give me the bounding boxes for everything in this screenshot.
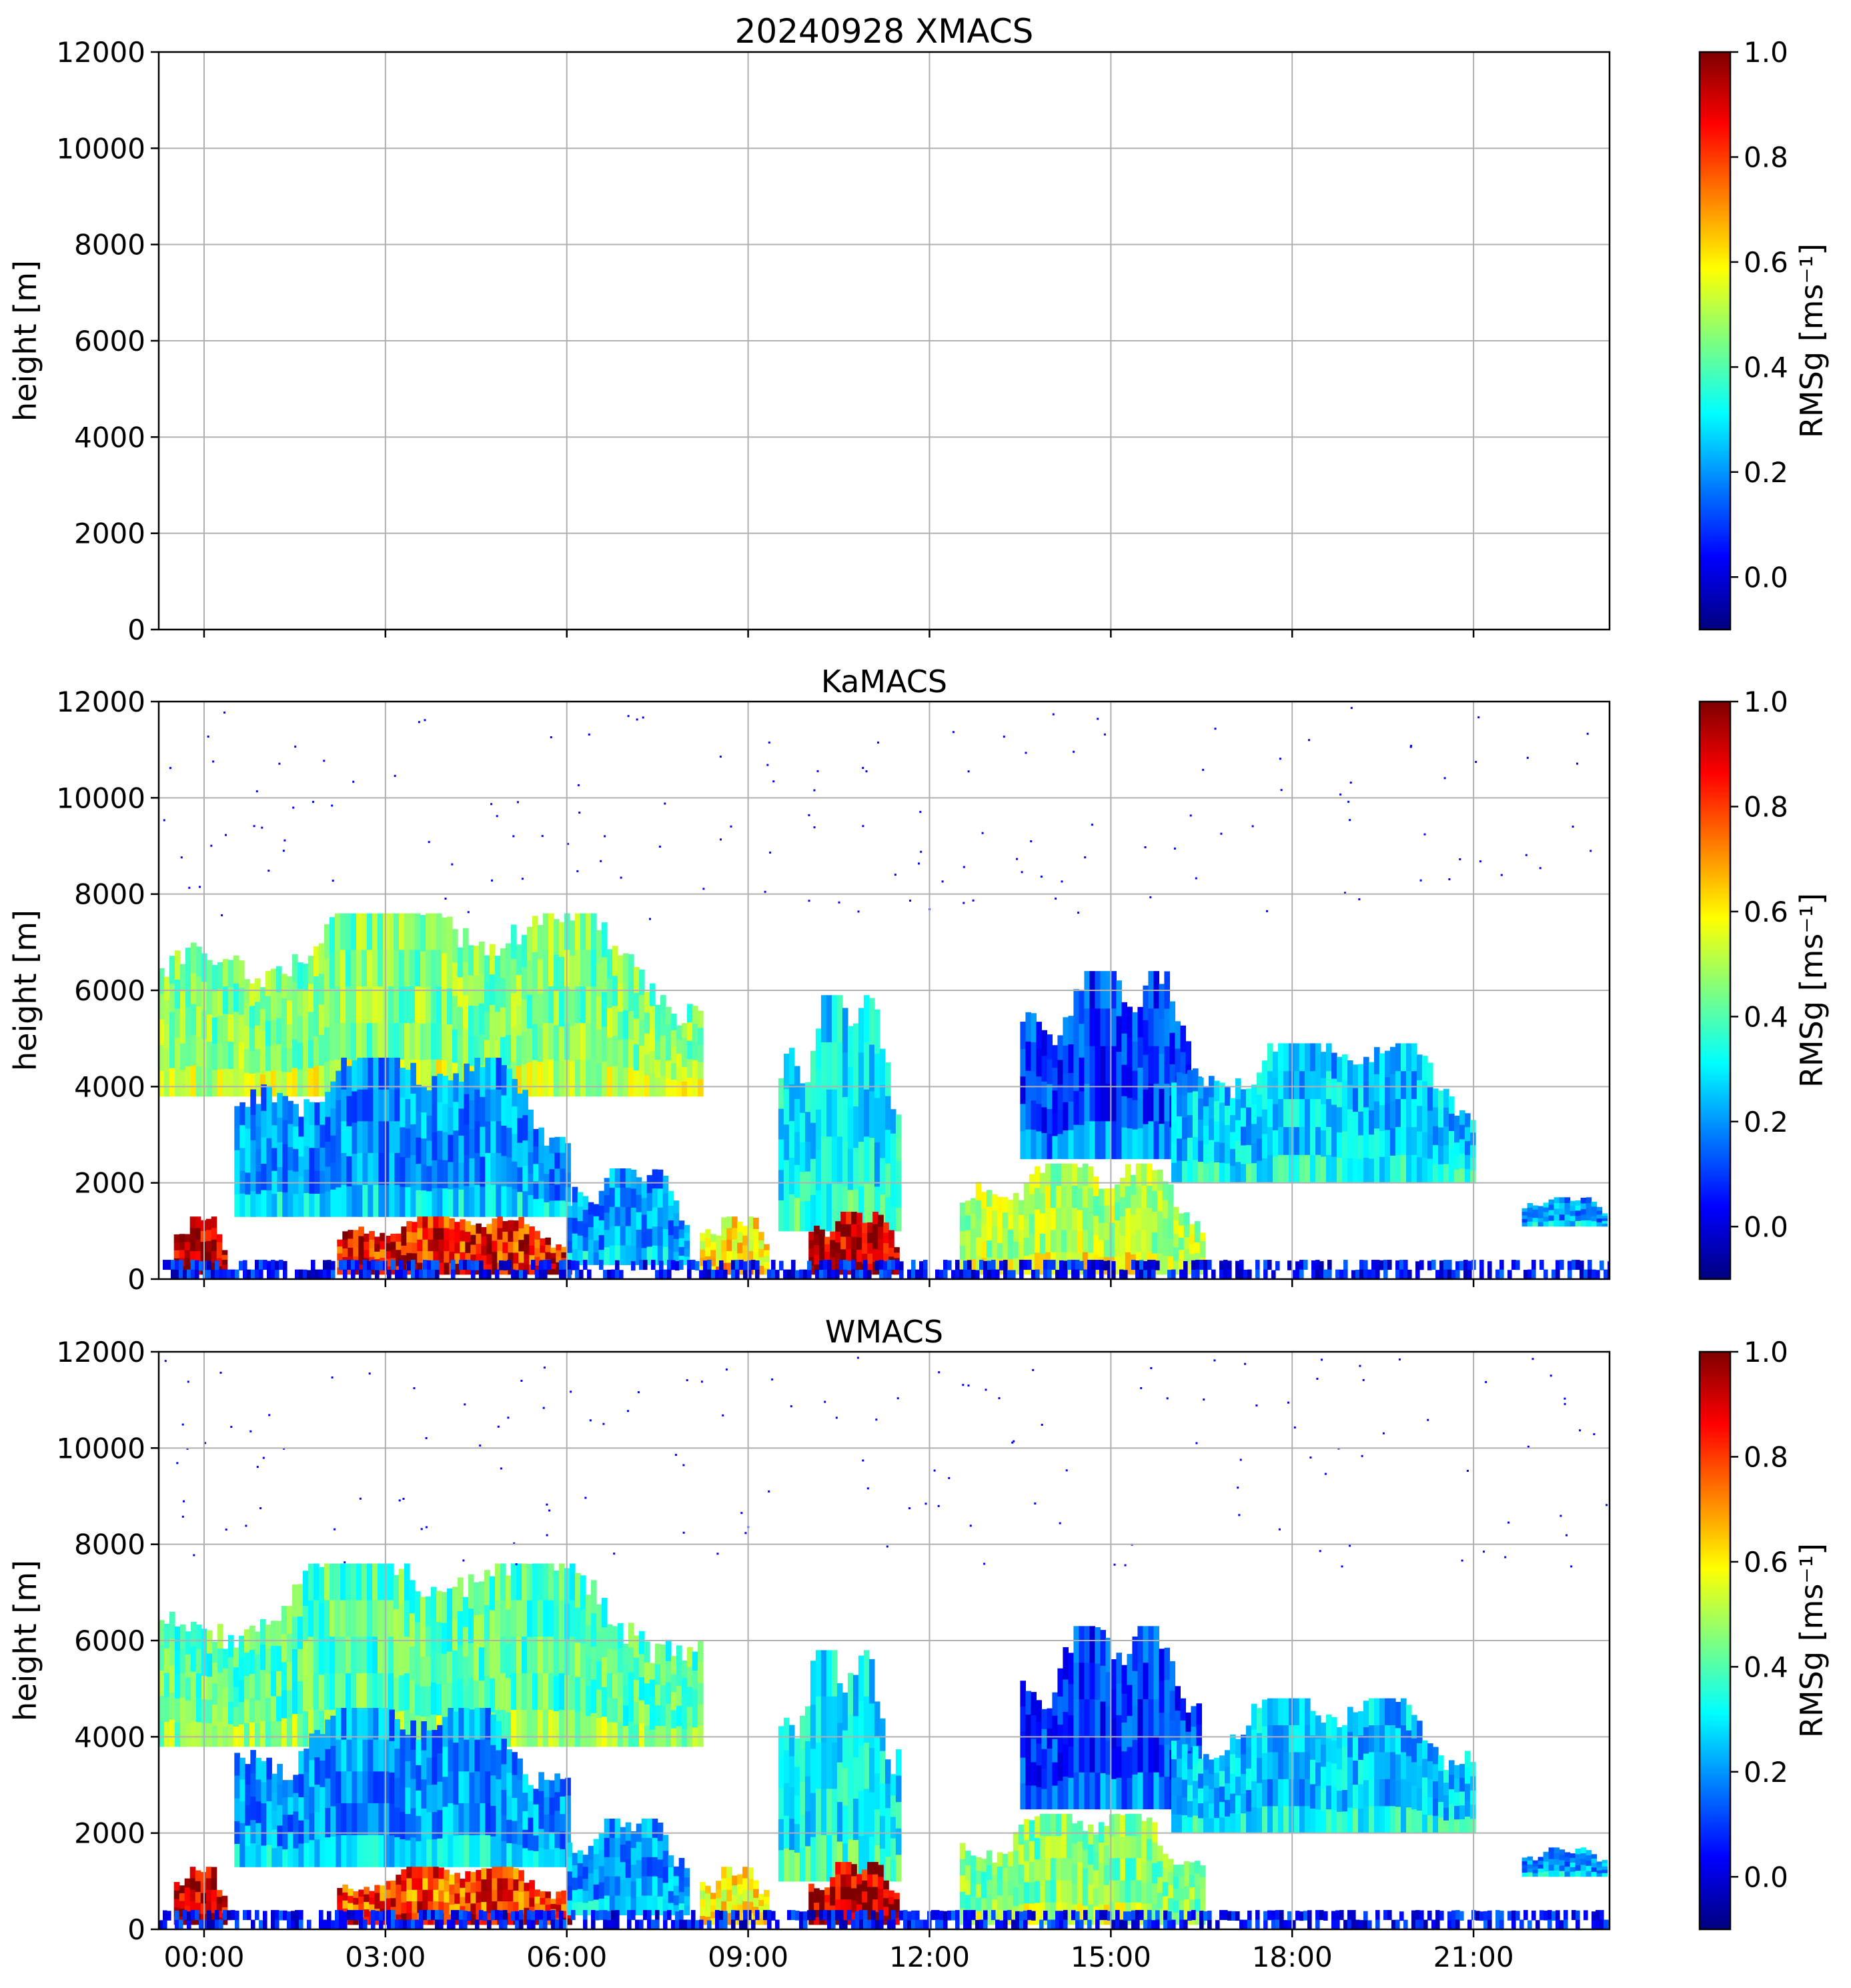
y-tick-label: 8000 <box>74 1529 145 1561</box>
echo-small-echo-2130 <box>1521 1847 1608 1877</box>
x-tick-label: 21:00 <box>1433 1941 1514 1973</box>
y-tick-label: 4000 <box>74 1721 145 1753</box>
colorbar-tick-label: 0.6 <box>1744 896 1788 928</box>
data-layer <box>159 913 1610 1279</box>
y-tick-label: 12000 <box>56 36 145 69</box>
colorbar-tick-label: 0.6 <box>1744 1546 1788 1579</box>
noise-points <box>163 707 1592 920</box>
echo-showers-1230-1600 <box>959 1813 1206 1925</box>
colorbar-tick-label: 0.4 <box>1744 351 1788 383</box>
y-tick-label: 12000 <box>56 1336 145 1368</box>
y-tick-label: 4000 <box>74 421 145 453</box>
echo-low-cloud-0600-0800 <box>566 1168 690 1265</box>
echo-surface-clutter <box>163 1260 1610 1279</box>
x-tick-label: 03:00 <box>345 1941 426 1973</box>
colorbar-tick-label: 0.8 <box>1744 1440 1788 1473</box>
grid <box>159 51 1610 630</box>
echo-upper-cloud-deck <box>159 1563 704 1747</box>
x-tick-label: 12:00 <box>889 1941 970 1973</box>
colorbar-tick-label: 0.4 <box>1744 1000 1788 1033</box>
colorbar-label: RMSg [ms⁻¹] <box>1794 893 1830 1088</box>
y-tick-label: 8000 <box>74 229 145 261</box>
colorbar-tick-label: 1.0 <box>1744 686 1788 718</box>
panel-20240928-xmacs: 20240928 XMACS 0 2000 4000 6000 8000 10000 1200… <box>7 12 1830 646</box>
y-axis-label: height [m] <box>7 910 43 1071</box>
echo-convection-0930-1030 <box>778 995 902 1232</box>
colorbar-tick-label: 0.0 <box>1744 1861 1788 1893</box>
x-tick-label: 00:00 <box>163 1941 244 1973</box>
echo-convection-0930-1030 <box>778 1650 902 1882</box>
panel-kamacs: KaMACS 0 2000 4000 6000 8000 10000 12000 height … <box>7 664 1830 1296</box>
x-tick-label: 06:00 <box>526 1941 607 1973</box>
colorbar-tick-label: 0.2 <box>1744 1106 1788 1138</box>
colorbar-tick-label: 0.4 <box>1744 1651 1788 1683</box>
colorbar-label: RMSg [ms⁻¹] <box>1794 243 1830 438</box>
colorbar-tick-label: 0.8 <box>1744 790 1788 823</box>
echo-low-cloud-0600-0800 <box>566 1819 690 1915</box>
y-tick-label: 6000 <box>74 1625 145 1657</box>
echo-deep-cloud-column <box>234 1708 571 1867</box>
colorbar-tick-label: 0.0 <box>1744 1210 1788 1243</box>
colorbar: 0.0 0.2 0.4 0.6 0.8 1.0 RMSg [ms⁻¹] <box>1698 686 1830 1280</box>
echo-rain-1000-1130 <box>808 1862 900 1925</box>
colorbar-tick-label: 0.6 <box>1744 246 1788 279</box>
echo-early-precip-core <box>173 1867 228 1925</box>
colorbar: 0.0 0.2 0.4 0.6 0.8 1.0 RMSg [ms⁻¹] <box>1698 36 1830 631</box>
echo-deep-cloud-column <box>234 1058 571 1217</box>
y-axis-label: height [m] <box>7 1560 43 1721</box>
x-tick-label: 18:00 <box>1252 1941 1333 1973</box>
y-tick-label: 2000 <box>74 518 145 550</box>
y-tick-label: 8000 <box>74 878 145 911</box>
echo-midlevel-1600-2100 <box>1171 1043 1476 1184</box>
colorbar-tick-label: 1.0 <box>1744 36 1788 69</box>
echo-showers-1230-1600 <box>959 1163 1206 1275</box>
panel-title: KaMACS <box>821 664 947 700</box>
x-tick-label: 09:00 <box>708 1941 788 1973</box>
y-tick-label: 0 <box>127 1913 145 1946</box>
y-tick-label: 2000 <box>74 1167 145 1200</box>
colorbar-tick-label: 0.0 <box>1744 561 1788 594</box>
echo-small-echo-2130 <box>1521 1197 1608 1227</box>
colorbar-tick-label: 1.0 <box>1744 1336 1788 1368</box>
colorbar-label: RMSg [ms⁻¹] <box>1794 1543 1830 1738</box>
data-layer <box>159 1563 1610 1929</box>
y-tick-label: 2000 <box>74 1817 145 1850</box>
panel-wmacs: WMACS 0 2000 4000 6000 8000 10000 12000 height [… <box>7 1314 1830 1973</box>
y-tick-label: 10000 <box>56 132 145 165</box>
x-tick-label: 15:00 <box>1071 1941 1151 1973</box>
y-tick-label: 10000 <box>56 1432 145 1464</box>
y-tick-label: 4000 <box>74 1070 145 1103</box>
echo-midlevel-1600-2100 <box>1171 1698 1476 1834</box>
noise-points <box>164 1356 1608 1568</box>
y-tick-label: 0 <box>127 1263 145 1296</box>
y-tick-label: 6000 <box>74 974 145 1007</box>
panel-title: WMACS <box>825 1314 943 1350</box>
y-tick-label: 10000 <box>56 782 145 814</box>
colorbar-tick-label: 0.2 <box>1744 1756 1788 1789</box>
panel-title: 20240928 XMACS <box>735 12 1034 51</box>
y-tick-label: 0 <box>127 614 145 646</box>
colorbar-tick-label: 0.2 <box>1744 456 1788 489</box>
y-tick-label: 6000 <box>74 325 145 357</box>
echo-upper-cloud-deck <box>159 913 704 1097</box>
echo-surface-clutter <box>159 1910 1610 1929</box>
y-tick-label: 12000 <box>56 686 145 718</box>
y-axis-label: height [m] <box>7 260 43 421</box>
grid <box>159 701 1610 1279</box>
colorbar-tick-label: 0.8 <box>1744 141 1788 173</box>
colorbar: 0.0 0.2 0.4 0.6 0.8 1.0 RMSg [ms⁻¹] <box>1698 1336 1830 1931</box>
